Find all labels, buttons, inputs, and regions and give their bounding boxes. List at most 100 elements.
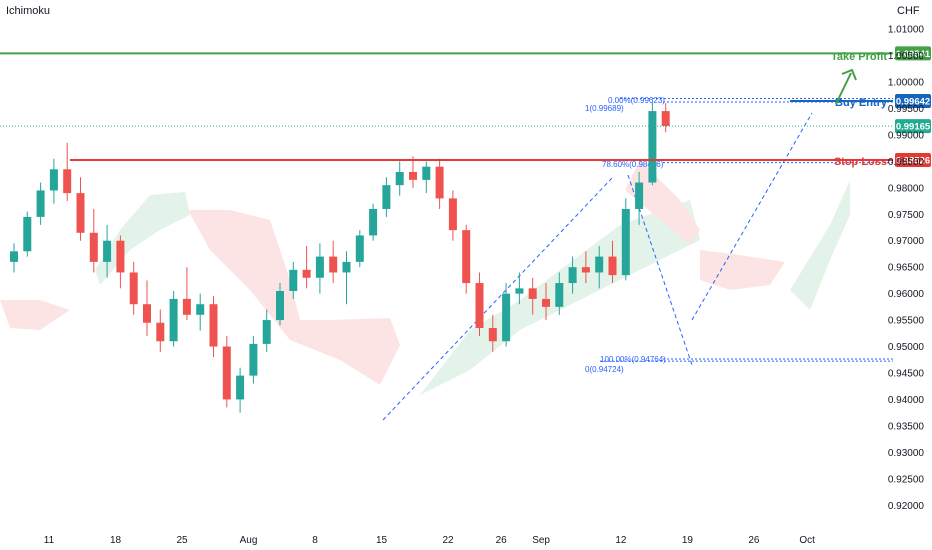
time-tick-label: 18 (110, 535, 122, 546)
price-tick-label: 0.92000 (888, 501, 925, 512)
indicator-label[interactable]: Ichimoku (6, 5, 51, 17)
candle-body (542, 298, 550, 307)
candle-body (435, 166, 444, 199)
price-tick-label: 0.93500 (888, 421, 925, 432)
currency-label: CHF (897, 5, 920, 17)
candle-body (209, 304, 218, 347)
last-price-value: 0.99165 (896, 122, 931, 133)
cloud-bear-area (0, 300, 70, 330)
price-tick-label: 0.95500 (888, 316, 925, 327)
price-tick-label: 0.96500 (888, 263, 925, 274)
candle-body (156, 322, 165, 342)
candle-body (661, 111, 670, 126)
time-tick-label: Oct (799, 535, 815, 546)
up-arrow-icon-head (841, 68, 857, 81)
price-tick-label: 1.00500 (888, 51, 925, 62)
candle-body (196, 304, 205, 315)
candle-body (10, 251, 18, 262)
candle-body (422, 166, 431, 180)
candle-body (222, 346, 231, 400)
level-label: Take Profit (831, 51, 887, 63)
candle-body (462, 230, 471, 284)
fib-level-label: 100.00%(0.94764) (600, 355, 666, 364)
candle-body (49, 169, 58, 191)
level-price-value: 1.00541 (896, 49, 931, 60)
price-tick-label: 0.99000 (888, 130, 925, 141)
price-tick-label: 1.00000 (888, 78, 925, 89)
price-tick-label: 0.93000 (888, 448, 925, 459)
candle-body (621, 208, 630, 276)
candle-body (262, 320, 271, 344)
candle-body (395, 171, 404, 186)
candle-body (315, 256, 324, 278)
fibonacci-tool[interactable]: 0.00%(0.99623)1(0.99689) 78.60%(0.98476) 1… (585, 96, 893, 374)
price-tick-label: 0.94000 (888, 395, 925, 406)
trendline (691, 112, 813, 321)
candle-body (103, 240, 112, 262)
candle-body (182, 298, 191, 315)
candle-body (409, 171, 417, 180)
candle-body (475, 283, 484, 329)
time-tick-label: 15 (376, 535, 388, 546)
up-arrow-icon (835, 72, 852, 105)
candle-body (63, 169, 72, 194)
candle-body (355, 235, 364, 262)
price-tick-label: 0.99500 (888, 104, 925, 115)
candle-body (169, 298, 178, 342)
candle-body (488, 328, 497, 342)
candle-body (648, 111, 657, 183)
levels[interactable]: 0.99165 1.00541 Take Profit 0.99642 Buy Entr… (0, 46, 931, 168)
level-label: Stop Loss (834, 156, 887, 168)
price-tick-label: 0.94500 (888, 368, 925, 379)
price-tick-label: 1.01000 (888, 25, 925, 36)
price-tick-label: 0.98000 (888, 183, 925, 194)
candle-body (515, 288, 524, 294)
level-label: Buy Entry (835, 97, 888, 109)
candle-body (369, 208, 378, 236)
price-tick-label: 0.97000 (888, 236, 925, 247)
level-price-badge (895, 46, 931, 61)
level-price-value: 0.99642 (896, 96, 930, 107)
cloud-bull-area (790, 180, 850, 310)
time-tick-label: 26 (496, 535, 508, 546)
fib-level-label: 0(0.94724) (585, 365, 624, 374)
time-tick-label: 19 (682, 535, 694, 546)
candle-body (528, 288, 537, 299)
candle-body (249, 343, 258, 376)
candle-body (23, 216, 32, 252)
candle-body (289, 269, 298, 291)
candle-body (502, 293, 511, 342)
cloud-bear-area (188, 210, 400, 385)
fib-level-label: 1(0.99689) (585, 104, 624, 113)
level-price-badge (895, 152, 931, 167)
price-tick-label: 0.98500 (888, 157, 925, 168)
price-axis[interactable]: 1.01000 1.00500 1.00000 0.99500 0.99000 0.985… (888, 25, 925, 512)
time-tick-label: 11 (44, 535, 55, 546)
cloud-bear-area (625, 160, 700, 245)
candle-body (129, 272, 138, 305)
time-tick-label: 25 (176, 535, 188, 546)
candle-body (236, 375, 245, 400)
candle-body (595, 256, 604, 273)
candle-body (76, 193, 85, 233)
candles (10, 102, 670, 413)
time-tick-label: 22 (442, 535, 454, 546)
candle-body (36, 190, 45, 217)
candle-body (635, 182, 644, 209)
candle-body (448, 198, 457, 231)
trendlines (382, 112, 813, 421)
price-tick-label: 0.95000 (888, 342, 925, 353)
candle-body (302, 269, 311, 278)
candle-body (89, 232, 98, 262)
time-tick-label: 8 (312, 535, 318, 546)
time-tick-label: 12 (615, 535, 627, 546)
time-tick-label: Aug (240, 535, 258, 546)
candle-body (143, 304, 151, 323)
fib-level-label: 0.00%(0.99623) (608, 96, 665, 105)
last-price-badge (895, 119, 931, 134)
time-axis[interactable]: 11 18 25 Aug 8 15 22 26 Sep 12 19 26 Oct (44, 535, 815, 546)
candle-body (555, 283, 564, 307)
candle-body (608, 256, 617, 276)
candle-body (382, 185, 391, 209)
